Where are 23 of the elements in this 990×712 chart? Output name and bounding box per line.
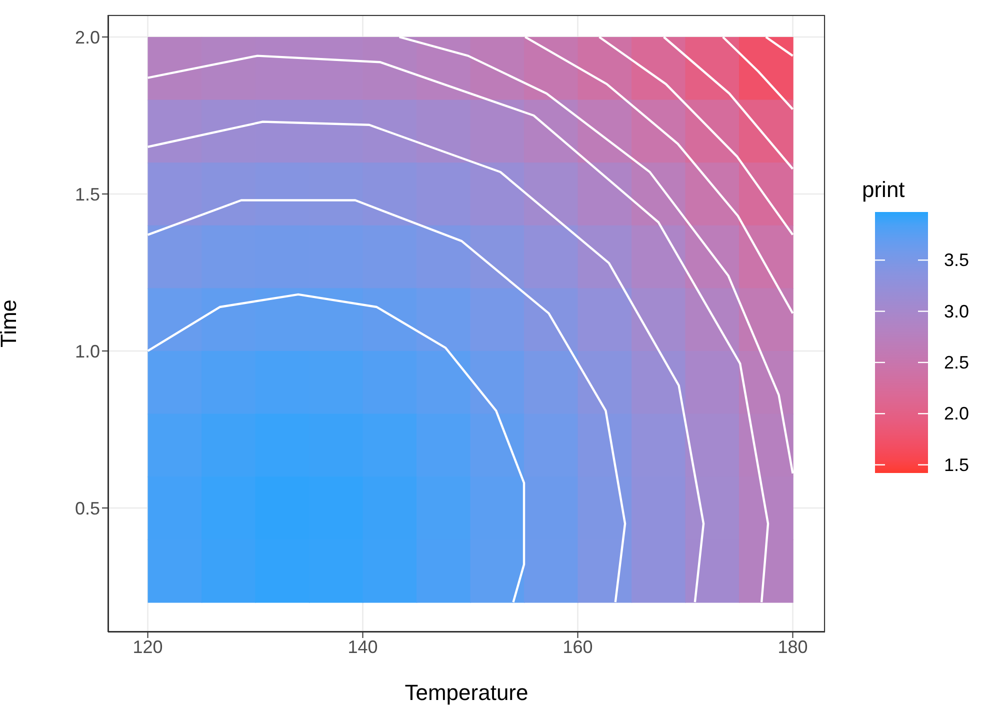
- y-tick-label: 0.5: [74, 498, 100, 518]
- x-tick-label: 160: [562, 636, 593, 657]
- y-tick-label: 1.0: [74, 341, 100, 362]
- y-tick-label: 1.5: [74, 184, 100, 204]
- line-series: [146, 54, 770, 604]
- x-tick-label: 140: [348, 636, 378, 657]
- line-series: [524, 36, 794, 314]
- color-bar-label: 2.5: [944, 352, 970, 372]
- line-series: [146, 293, 526, 604]
- x-tick-label: 120: [132, 636, 163, 657]
- y-axis-title: Time: [0, 299, 21, 348]
- x-axis-title: Temperature: [404, 680, 528, 705]
- line-series: [598, 36, 794, 236]
- color-bar-label: 3.0: [944, 301, 970, 322]
- color-bar-title: print: [862, 177, 905, 202]
- color-bar-label: 1.5: [944, 454, 970, 475]
- color-bar-label: 3.5: [944, 250, 970, 270]
- y-tick-label: 2.0: [74, 27, 100, 48]
- line-series: [146, 120, 705, 604]
- color-bar-label: 2.0: [944, 404, 970, 424]
- line-series: [146, 199, 626, 604]
- x-tick-label: 180: [778, 636, 808, 657]
- line-series: [398, 36, 794, 475]
